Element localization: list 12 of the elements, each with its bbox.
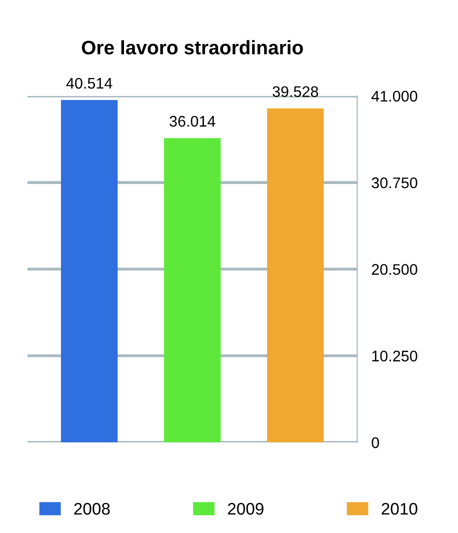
data-label: 40.514 [66,78,112,89]
y-tick-label: 30.750 [372,177,418,188]
legend-label: 2009 [228,502,264,515]
y-tick-label: 20.500 [372,264,418,275]
legend-label: 2010 [382,502,418,515]
legend-label: 2008 [74,502,110,515]
chart-title: Ore lavoro straordinario [82,40,303,54]
y-tick-label: 0 [372,437,380,448]
y-tick-label: 10.250 [372,350,418,362]
data-label: 39.528 [272,86,318,98]
data-label: 36.014 [170,116,216,127]
y-tick-label: 41.000 [371,90,418,102]
